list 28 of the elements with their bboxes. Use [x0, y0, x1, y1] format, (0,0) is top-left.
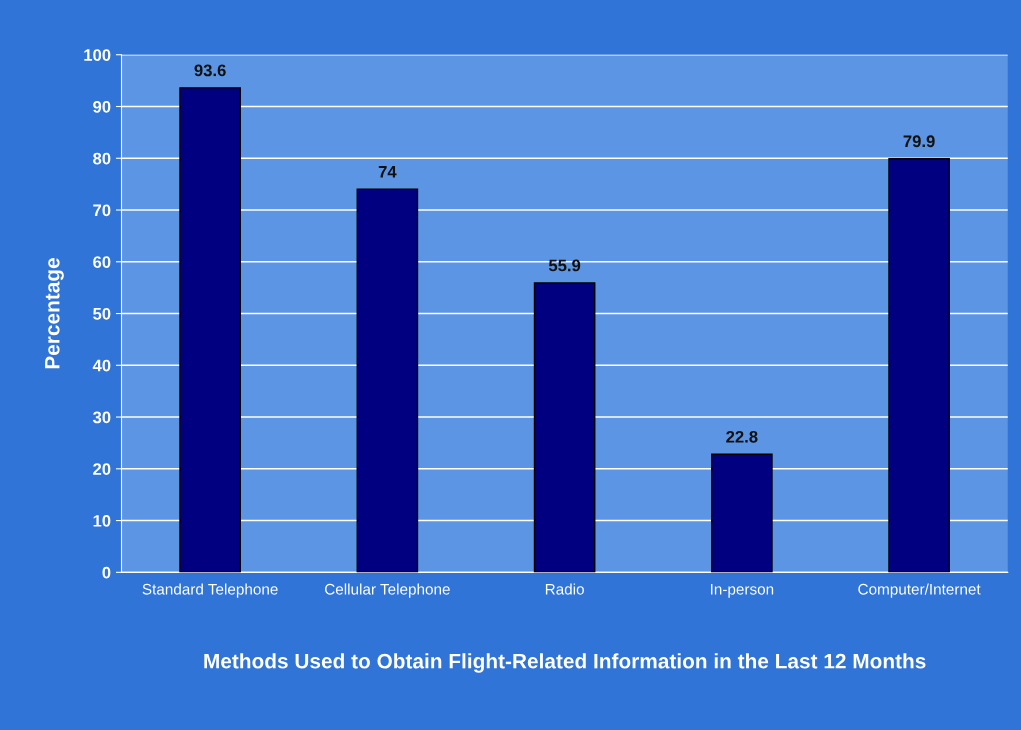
- data-label: 74: [378, 166, 397, 178]
- y-axis-title: Percentage: [45, 258, 64, 369]
- data-label: 22.8: [726, 430, 758, 443]
- bar: [179, 87, 241, 573]
- x-tick-label: Standard Telephone: [142, 583, 278, 598]
- data-label: 93.6: [194, 64, 226, 77]
- data-label: 55.9: [548, 259, 581, 272]
- y-tick-label: 60: [93, 256, 111, 268]
- y-tick-label: 70: [93, 204, 111, 217]
- y-tick-label: 50: [93, 307, 111, 320]
- y-tick-label: 0: [102, 566, 111, 579]
- bar: [888, 158, 950, 573]
- bar: [711, 453, 773, 573]
- y-tick-label: 10: [93, 514, 111, 527]
- data-label: 79.9: [903, 135, 935, 148]
- y-tick-label: 80: [93, 152, 111, 165]
- bar: [356, 188, 419, 573]
- x-tick-label: In-person: [711, 583, 774, 598]
- y-tick-label: 20: [93, 463, 111, 476]
- x-axis-title: Methods Used to Obtain Flight-Related Information in the Last 12 Months: [204, 653, 926, 673]
- x-tick-label: Cellular Telephone: [325, 583, 450, 598]
- y-tick-label: 100: [84, 49, 111, 61]
- bar: [533, 282, 596, 573]
- y-tick-label: 90: [93, 100, 111, 113]
- x-tick-label: Radio: [545, 583, 584, 595]
- y-tick-label: 40: [92, 359, 111, 372]
- y-tick-label: 30: [92, 411, 111, 424]
- x-tick-label: Computer/Internet: [858, 583, 981, 598]
